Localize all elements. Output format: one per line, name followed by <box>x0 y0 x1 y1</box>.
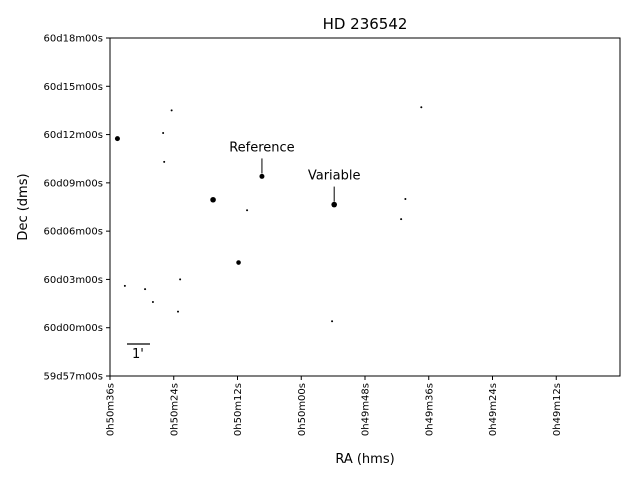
x-tick-label: 0h49m48s <box>361 383 372 436</box>
star-point <box>179 278 182 281</box>
annotation-label: Variable <box>308 169 361 184</box>
star-point <box>331 201 337 208</box>
x-tick-label: 0h49m12s <box>552 383 563 436</box>
x-axis-label: RA (hms) <box>335 452 394 467</box>
x-axis: 0h50m36s 0h50m24s 0h50m12s 0h50m00s 0h49m48s… <box>106 376 563 436</box>
plot-area <box>109 37 621 377</box>
star-point <box>123 284 126 287</box>
y-tick-label: 60d06m00s <box>44 227 103 238</box>
star-points <box>114 106 423 323</box>
y-tick-label: 60d15m00s <box>44 82 103 93</box>
annotation-label: Reference <box>229 140 294 155</box>
star-point <box>162 131 165 134</box>
y-tick-label: 60d03m00s <box>44 275 103 286</box>
x-tick-label: 0h49m36s <box>424 383 435 436</box>
x-tick-label: 0h49m24s <box>488 383 499 436</box>
star-point <box>259 173 265 179</box>
chart-title: HD 236542 <box>323 15 408 33</box>
star-point <box>331 320 334 323</box>
y-tick-label: 60d00m00s <box>44 323 103 334</box>
scale-bar: 1' <box>127 343 150 362</box>
star-point <box>210 196 216 203</box>
star-point <box>170 109 173 112</box>
scale-bar-label: 1' <box>132 347 144 362</box>
x-tick-label: 0h50m24s <box>169 383 180 436</box>
y-axis: 59d57m00s 60d00m00s 60d03m00s 60d06m00s 60d0… <box>44 34 110 383</box>
star-point <box>400 218 403 221</box>
star-point <box>144 288 147 291</box>
x-tick-label: 0h50m00s <box>297 383 308 436</box>
star-point <box>420 106 423 109</box>
y-tick-label: 60d09m00s <box>44 178 103 189</box>
star-point <box>151 300 154 303</box>
y-axis-label: Dec (dms) <box>16 173 31 240</box>
star-point <box>404 197 407 200</box>
x-tick-label: 0h50m36s <box>106 383 117 436</box>
y-tick-label: 59d57m00s <box>44 372 103 383</box>
star-point <box>114 136 120 142</box>
star-point <box>246 209 249 212</box>
annotations: Reference Variable <box>229 140 361 202</box>
star-point <box>177 310 179 313</box>
y-tick-label: 60d12m00s <box>44 130 103 141</box>
y-tick-label: 60d18m00s <box>44 34 103 45</box>
star-point <box>163 160 166 163</box>
star-point <box>236 260 241 265</box>
x-tick-label: 0h50m12s <box>233 383 244 436</box>
